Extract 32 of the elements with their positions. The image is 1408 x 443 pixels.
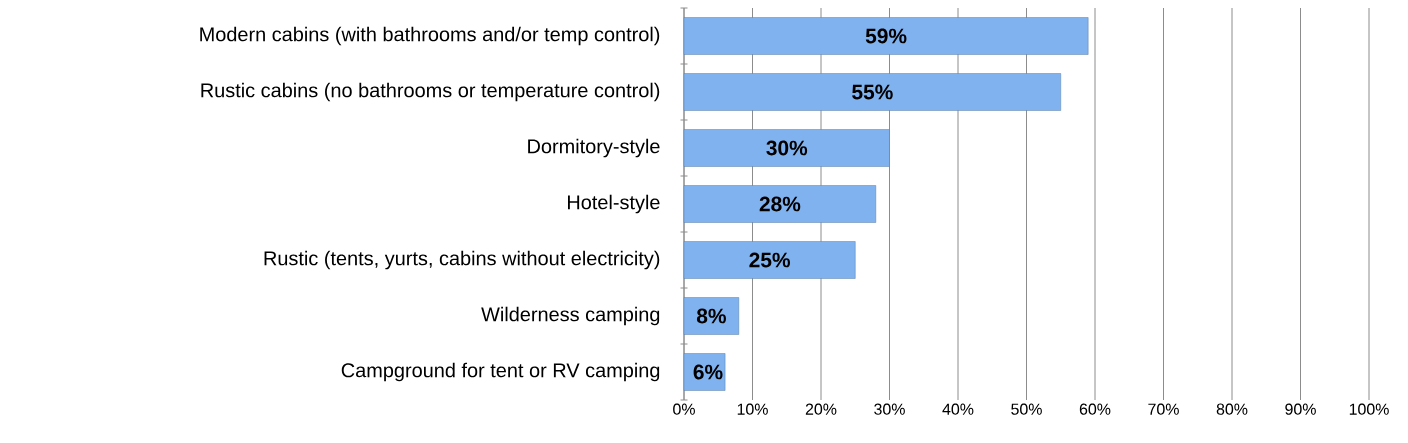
data-label: 59% xyxy=(865,28,907,44)
x-tick-label: 100% xyxy=(1349,403,1389,415)
bar xyxy=(683,17,1089,55)
y-tick-label: Rustic cabins (no bathrooms or temperature control) xyxy=(201,82,660,102)
x-tick-label: 80% xyxy=(1216,403,1248,415)
data-label: 55% xyxy=(852,84,893,100)
bar xyxy=(683,185,877,223)
data-label: 28% xyxy=(759,196,801,212)
data-label: 8% xyxy=(696,308,726,324)
y-tick-label: Modern cabins (with bathrooms and/or temp control) xyxy=(200,26,660,46)
x-tick-label: 10% xyxy=(737,403,768,415)
bar xyxy=(683,73,1062,111)
data-label: 30% xyxy=(766,140,808,156)
x-tick-label: 90% xyxy=(1285,403,1316,415)
y-tick-label: Wilderness camping xyxy=(481,306,660,326)
data-label: 25% xyxy=(749,252,790,268)
y-tick-label: Rustic (tents, yurts, cabins without electricity) xyxy=(264,250,660,270)
data-label: 6% xyxy=(693,364,723,380)
x-tick-label: 60% xyxy=(1079,403,1111,415)
bar xyxy=(683,241,856,279)
bar xyxy=(683,353,726,391)
bar xyxy=(683,297,740,335)
x-tick-label: 0% xyxy=(673,403,695,415)
y-tick-label: Campground for tent or RV camping xyxy=(341,362,660,382)
y-tick-label: Hotel-style xyxy=(568,194,660,214)
x-tick-label: 70% xyxy=(1148,403,1179,415)
bar xyxy=(683,129,890,167)
x-tick-label: 40% xyxy=(942,403,974,415)
y-tick-label: Dormitory-style xyxy=(528,138,660,158)
x-tick-label: 50% xyxy=(1011,403,1042,415)
x-tick-label: 20% xyxy=(805,403,837,415)
x-tick-label: 30% xyxy=(874,403,905,415)
